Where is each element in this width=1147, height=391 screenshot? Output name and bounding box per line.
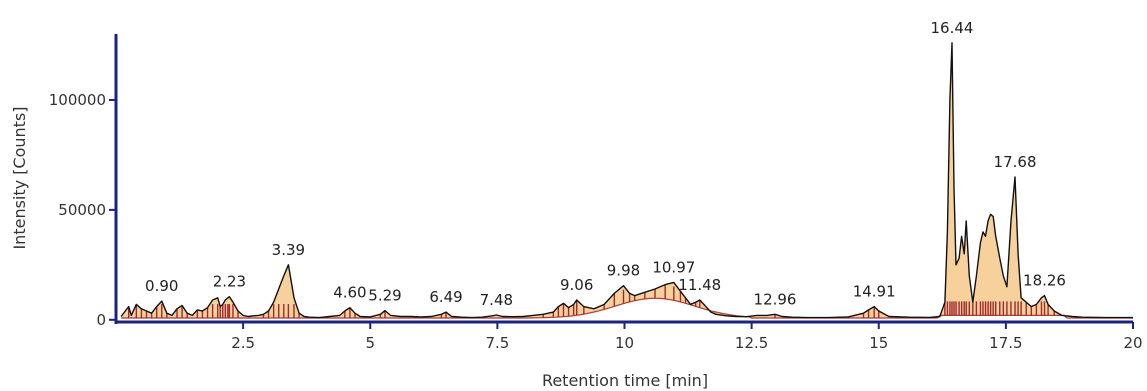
peak-boundary-markers [128,284,1055,319]
y-tick-label: 100000 [49,91,106,109]
peak-label: 16.44 [930,19,973,37]
trace-layer [120,42,1133,319]
peak-label: 11.48 [678,276,721,294]
x-tick-label: 20 [1123,334,1142,352]
x-axis-ticks: 2.5 5 7.5 10 12.5 15 17.5 20 [231,322,1143,352]
x-tick-label: 17.5 [989,334,1022,352]
peak-label: 14.91 [853,283,896,301]
peak-label: 3.39 [272,241,305,259]
peak-label: 17.68 [994,153,1037,171]
x-tick-label: 10 [615,334,634,352]
y-tick-label: 0 [96,311,106,329]
peak-label: 6.49 [429,288,462,306]
peak-label: 10.97 [652,258,695,276]
x-tick-label: 5 [365,334,375,352]
peak-label: 12.96 [754,290,797,308]
y-axis-ticks: 0 50000 100000 [49,91,116,329]
x-tick-label: 12.5 [735,334,768,352]
x-tick-label: 15 [869,334,888,352]
x-tick-label: 7.5 [485,334,509,352]
peak-label: 9.98 [607,262,640,280]
y-tick-label: 50000 [58,201,106,219]
y-axis-title: Intensity [Counts] [10,106,29,249]
peak-label: 0.90 [145,277,178,295]
peak-labels: 0.90 2.23 3.39 4.60 5.29 6.49 7.48 9.06 9.98 10.9… [145,19,1066,309]
x-tick-label: 2.5 [231,334,255,352]
peak-label: 18.26 [1023,272,1066,290]
chromatogram-trace [120,42,1133,319]
peak-label: 7.48 [480,291,513,309]
peak-label: 2.23 [213,273,246,291]
peak-label: 9.06 [560,276,593,294]
peak-label: 5.29 [368,287,401,305]
peak-label: 4.60 [333,284,366,302]
x-axis-title: Retention time [min] [542,371,708,390]
